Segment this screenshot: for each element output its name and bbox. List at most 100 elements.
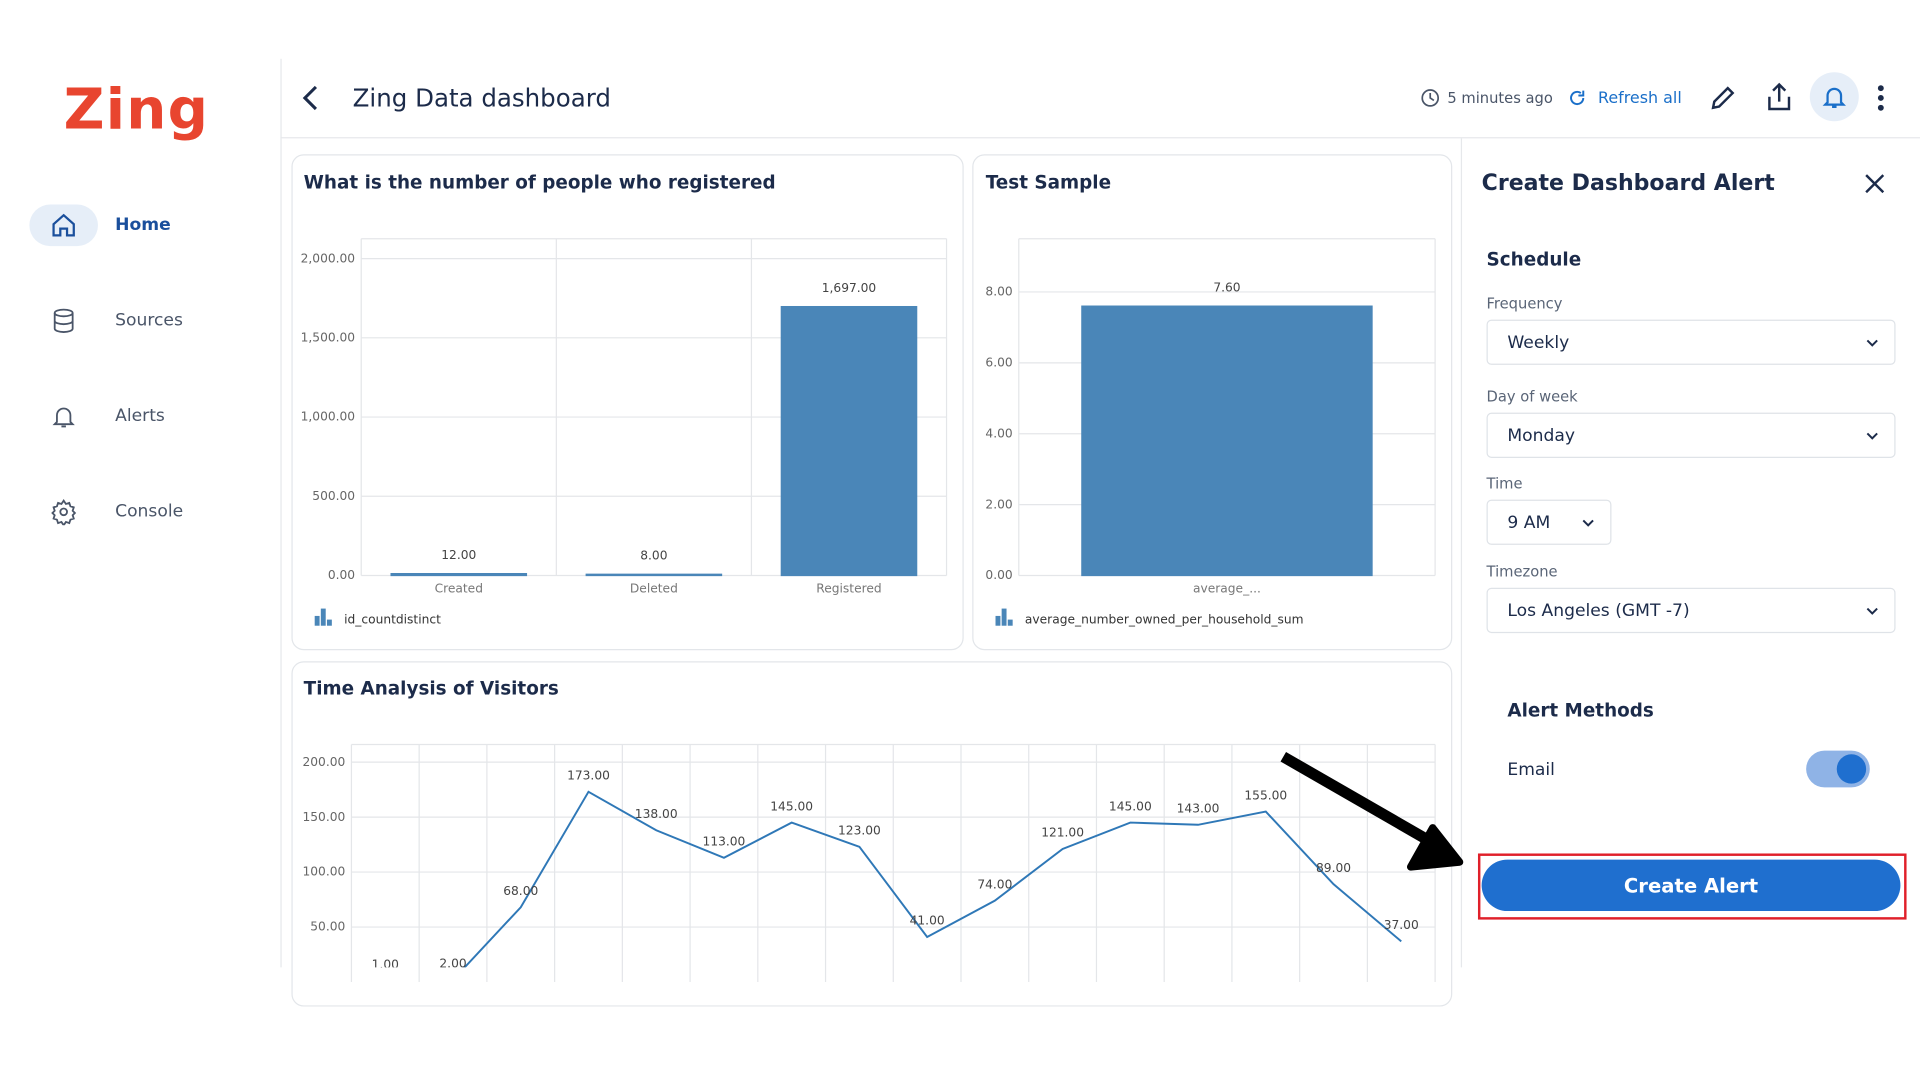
bar (1081, 305, 1373, 577)
data-label: 89.00 (1316, 861, 1351, 875)
legend-icon (1007, 619, 1013, 626)
legend-icon (320, 608, 326, 626)
field-label: Timezone (1486, 563, 1558, 581)
legend-label: id_countdistinct (344, 612, 441, 626)
section-title: Schedule (1486, 248, 1582, 271)
divider (280, 137, 1920, 139)
refresh-all[interactable]: Refresh all (1597, 89, 1682, 108)
section-title: Alert Methods (1507, 699, 1654, 722)
data-label: 155.00 (1244, 788, 1287, 802)
x-tick-label: Created (435, 582, 483, 596)
y-tick-label: 100.00 (302, 865, 345, 879)
chevron (1866, 339, 1878, 347)
edit-button[interactable] (1708, 83, 1737, 112)
data-label: 145.00 (770, 799, 813, 813)
nav-label: Sources (115, 311, 183, 331)
field-label: Frequency (1486, 295, 1563, 313)
chevron (1866, 432, 1878, 440)
data-label: 123.00 (838, 824, 881, 838)
select[interactable]: 9 AM (1486, 499, 1612, 545)
highlight-box (1477, 853, 1907, 920)
chart-card (291, 661, 1453, 1007)
y-tick-label: 500.00 (312, 489, 355, 503)
data-label: 173.00 (567, 769, 610, 783)
legend-icon (995, 615, 1001, 626)
legend: id_countdistinct (314, 608, 441, 626)
dashboard-title: Zing Data dashboard (352, 83, 611, 113)
panel-title: Create Dashboard Alert (1481, 170, 1775, 196)
clock-icon (1421, 89, 1440, 107)
data-label: 1,697.00 (822, 281, 876, 295)
x-tick-label: Deleted (630, 582, 678, 596)
refresh-icon (1570, 90, 1585, 106)
legend: average_number_owned_per_household_sum (995, 608, 1304, 626)
nav-home[interactable]: Home (29, 204, 249, 247)
plot: 1.00 2.00 68.00 173.00 138.00 113.00 145.00 123… (372, 769, 1419, 968)
legend-icon (1001, 608, 1007, 626)
data-label: 8.00 (640, 549, 667, 563)
select[interactable]: Weekly (1486, 319, 1896, 365)
more-button[interactable] (1873, 83, 1888, 112)
data-label: 121.00 (1041, 826, 1084, 840)
select-value: Weekly (1507, 332, 1570, 353)
data-label: 68.00 (503, 884, 538, 898)
y-tick-label: 50.00 (310, 920, 345, 934)
y-tick-label: 200.00 (302, 755, 345, 769)
legend-icon (326, 619, 332, 626)
y-tick-label: 2.00 (985, 497, 1012, 511)
bar (390, 573, 528, 577)
create-alert-button[interactable]: Create Alert (1481, 859, 1901, 912)
select[interactable]: Monday (1486, 412, 1896, 458)
select-value: Los Angeles (GMT -7) (1507, 600, 1690, 621)
close-button[interactable] (1864, 173, 1886, 195)
y-tick-label: 8.00 (985, 285, 1012, 299)
y-tick-label: 1,000.00 (301, 410, 355, 424)
select-value: 9 AM (1507, 512, 1551, 533)
legend-label: average_number_owned_per_household_sum (1025, 612, 1304, 626)
updated-time: 5 minutes ago (1447, 89, 1553, 107)
data-label: 138.00 (635, 807, 678, 821)
nav-console[interactable]: Console (29, 491, 249, 533)
legend-icon (314, 615, 320, 626)
x-tick-label: Registered (816, 582, 881, 596)
y-tick-label: 150.00 (302, 810, 345, 824)
annotation-arrow (1280, 751, 1464, 871)
nav-alerts[interactable]: Alerts (29, 396, 249, 438)
chevron (1582, 519, 1594, 527)
y-tick-label: 0.00 (328, 568, 355, 582)
share-button[interactable] (1765, 81, 1794, 113)
email-toggle[interactable] (1806, 750, 1870, 788)
chart-title: Time Analysis of Visitors (303, 677, 559, 700)
y-tick-label: 1,500.00 (301, 330, 355, 344)
nav-sources[interactable]: Sources (29, 300, 249, 342)
data-label: 41.00 (910, 914, 945, 928)
data-label: 145.00 (1109, 799, 1152, 813)
data-label: 113.00 (703, 835, 746, 849)
y-tick-label: 2,000.00 (301, 251, 355, 265)
alert-button[interactable] (1809, 72, 1859, 122)
divider (1460, 138, 1463, 968)
chart-title: Test Sample (985, 171, 1112, 194)
bar (585, 573, 723, 577)
data-label: 74.00 (977, 877, 1012, 891)
y-tick-label: 4.00 (985, 426, 1012, 440)
data-label: 37.00 (1384, 918, 1419, 932)
logo: Zing (63, 75, 210, 143)
nav-label: Alerts (115, 406, 165, 427)
data-label: 143.00 (1177, 802, 1220, 816)
field-label: Time (1486, 475, 1523, 493)
bar (780, 305, 918, 577)
nav-label: Home (115, 215, 171, 236)
x-tick-label: average_... (1193, 582, 1261, 596)
method-label: Email (1507, 760, 1555, 781)
data-label: 12.00 (441, 548, 476, 562)
y-tick-label: 0.00 (985, 568, 1012, 582)
back-button[interactable] (299, 83, 323, 112)
y-tick-label: 6.00 (985, 356, 1012, 370)
select[interactable]: Los Angeles (GMT -7) (1486, 587, 1896, 634)
nav-label: Console (115, 502, 184, 522)
chart-title: What is the number of people who registe… (303, 171, 776, 194)
divider (280, 58, 282, 968)
